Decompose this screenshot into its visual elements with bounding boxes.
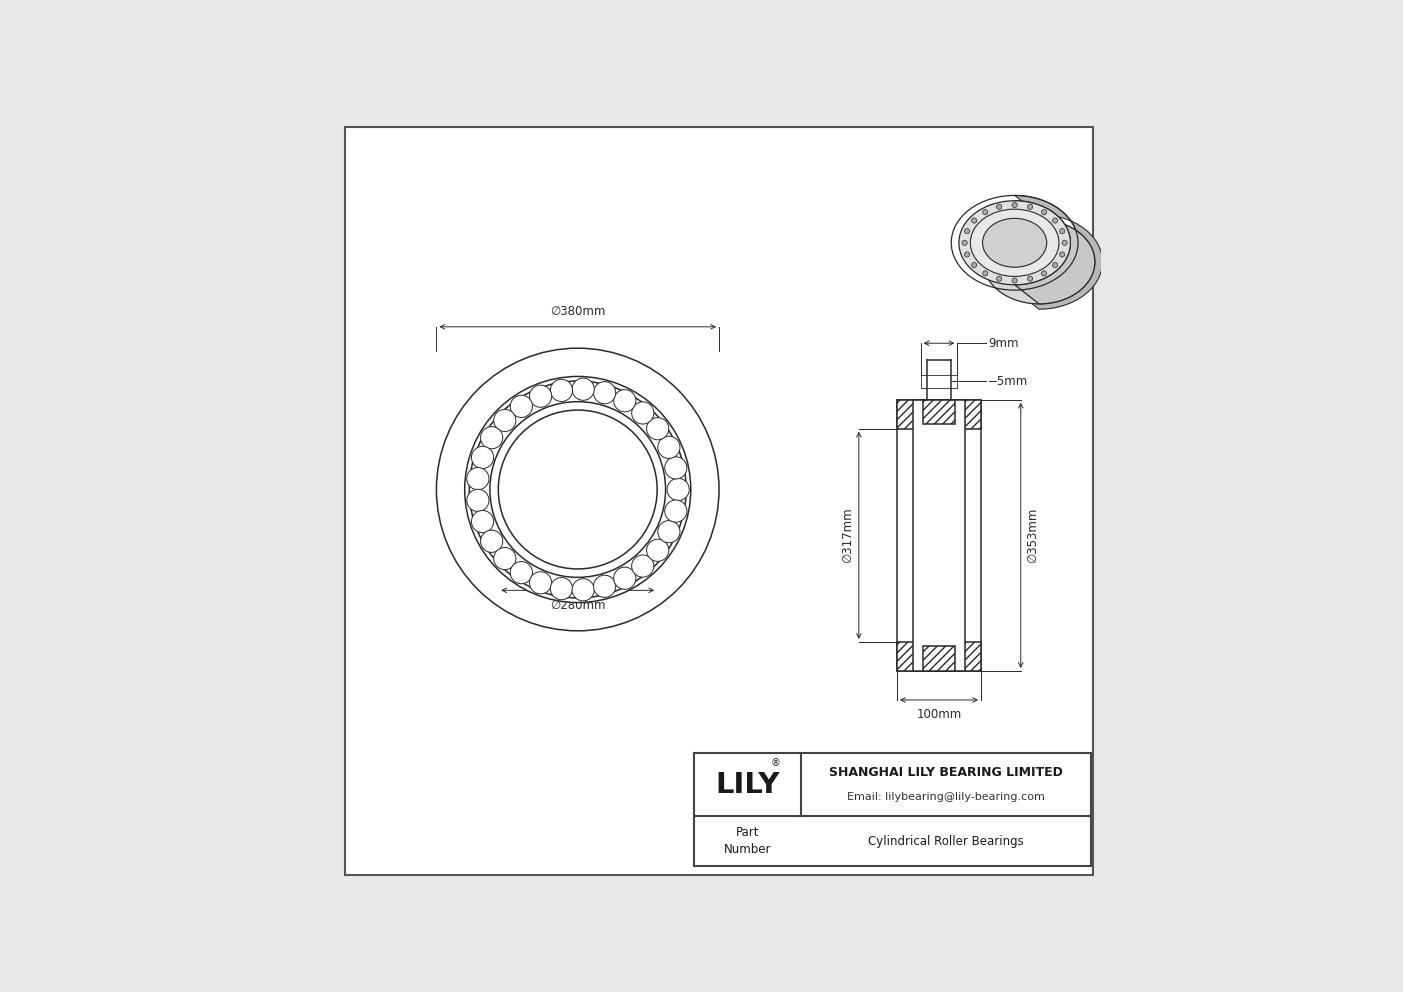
- Text: Part
Number: Part Number: [724, 826, 772, 856]
- Circle shape: [550, 379, 572, 402]
- Circle shape: [436, 348, 718, 631]
- Ellipse shape: [984, 220, 1094, 304]
- Circle shape: [1041, 209, 1047, 215]
- Circle shape: [572, 578, 595, 601]
- Bar: [897, 400, 981, 671]
- Circle shape: [631, 402, 654, 424]
- Circle shape: [647, 418, 669, 439]
- Text: LILY: LILY: [716, 771, 780, 799]
- Text: Cylindrical Roller Bearings: Cylindrical Roller Bearings: [868, 834, 1024, 848]
- Circle shape: [511, 561, 533, 583]
- Circle shape: [511, 395, 533, 418]
- Circle shape: [647, 540, 669, 561]
- Circle shape: [490, 402, 665, 577]
- Circle shape: [471, 511, 494, 533]
- Circle shape: [964, 252, 969, 257]
- Circle shape: [593, 575, 616, 597]
- Ellipse shape: [982, 218, 1047, 267]
- Circle shape: [666, 478, 689, 501]
- Circle shape: [498, 410, 657, 569]
- Polygon shape: [1014, 195, 1103, 310]
- Bar: [897, 642, 981, 671]
- Circle shape: [529, 571, 551, 594]
- Text: SHANGHAI LILY BEARING LIMITED: SHANGHAI LILY BEARING LIMITED: [829, 766, 1063, 779]
- Circle shape: [494, 410, 516, 432]
- Circle shape: [464, 376, 690, 602]
- Circle shape: [613, 567, 636, 589]
- Circle shape: [962, 240, 967, 245]
- Circle shape: [1059, 228, 1065, 234]
- Bar: [694, 753, 1092, 866]
- Text: ∅280mm: ∅280mm: [550, 599, 606, 612]
- Circle shape: [593, 382, 616, 404]
- Circle shape: [529, 385, 551, 408]
- Polygon shape: [1014, 200, 1094, 304]
- Circle shape: [996, 276, 1002, 282]
- Circle shape: [1052, 263, 1058, 268]
- Circle shape: [1027, 276, 1033, 282]
- Circle shape: [982, 209, 988, 215]
- Bar: [923, 646, 954, 671]
- Bar: [923, 400, 954, 425]
- Text: Email: lilybearing@lily-bearing.com: Email: lilybearing@lily-bearing.com: [847, 792, 1045, 802]
- Circle shape: [1027, 204, 1033, 209]
- Text: ∅317mm: ∅317mm: [840, 508, 854, 563]
- Circle shape: [972, 263, 976, 268]
- Circle shape: [572, 378, 595, 401]
- Circle shape: [467, 467, 490, 490]
- Circle shape: [964, 228, 969, 234]
- Circle shape: [481, 427, 502, 448]
- Circle shape: [481, 530, 502, 553]
- Circle shape: [982, 271, 988, 276]
- Ellipse shape: [958, 200, 1070, 285]
- Circle shape: [471, 446, 494, 468]
- Circle shape: [658, 436, 680, 458]
- Circle shape: [1041, 271, 1047, 276]
- Circle shape: [996, 204, 1002, 209]
- Circle shape: [972, 218, 976, 223]
- Circle shape: [658, 521, 680, 543]
- Text: ∅353mm: ∅353mm: [1026, 508, 1038, 563]
- Circle shape: [631, 555, 654, 577]
- Ellipse shape: [971, 209, 1059, 277]
- Circle shape: [1059, 252, 1065, 257]
- Circle shape: [550, 577, 572, 600]
- Circle shape: [1062, 240, 1068, 245]
- Circle shape: [1012, 202, 1017, 207]
- Text: 9mm: 9mm: [988, 336, 1019, 350]
- Circle shape: [613, 390, 636, 412]
- Circle shape: [1012, 278, 1017, 283]
- Text: 100mm: 100mm: [916, 707, 961, 720]
- Circle shape: [1052, 218, 1058, 223]
- Text: ®: ®: [770, 758, 780, 768]
- Bar: [897, 400, 981, 429]
- Circle shape: [665, 500, 687, 522]
- Bar: [913, 400, 965, 671]
- Circle shape: [467, 489, 490, 512]
- Text: ∅380mm: ∅380mm: [550, 305, 606, 317]
- Circle shape: [494, 548, 516, 569]
- Circle shape: [665, 457, 687, 479]
- Text: −5mm: −5mm: [988, 375, 1028, 388]
- Circle shape: [469, 381, 686, 598]
